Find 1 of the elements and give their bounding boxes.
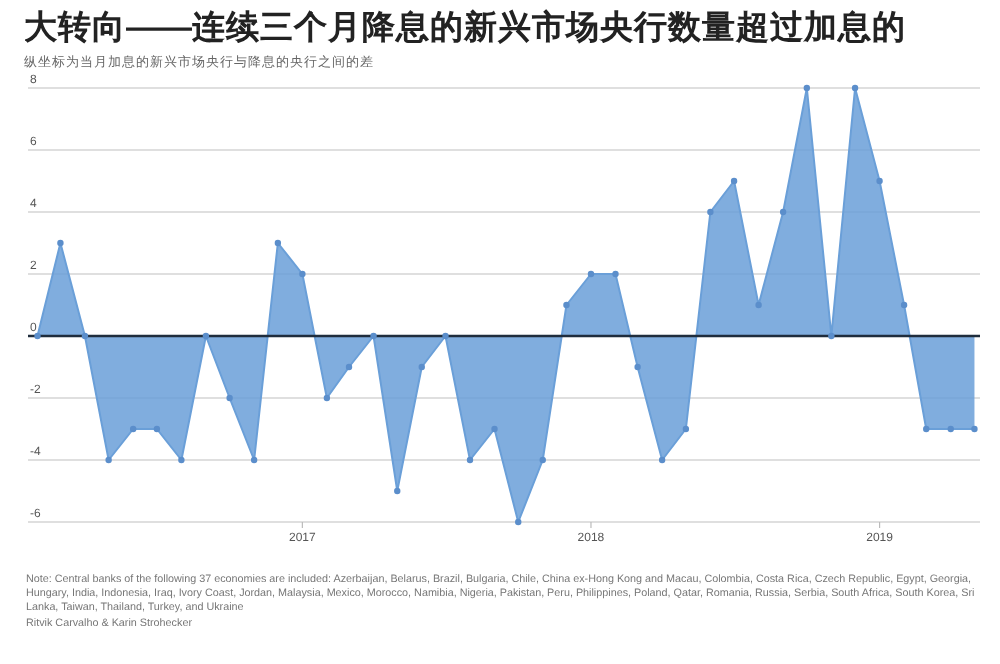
chart-title: 大转向——连续三个月降息的新兴市场央行数量超过加息的 xyxy=(24,8,906,46)
